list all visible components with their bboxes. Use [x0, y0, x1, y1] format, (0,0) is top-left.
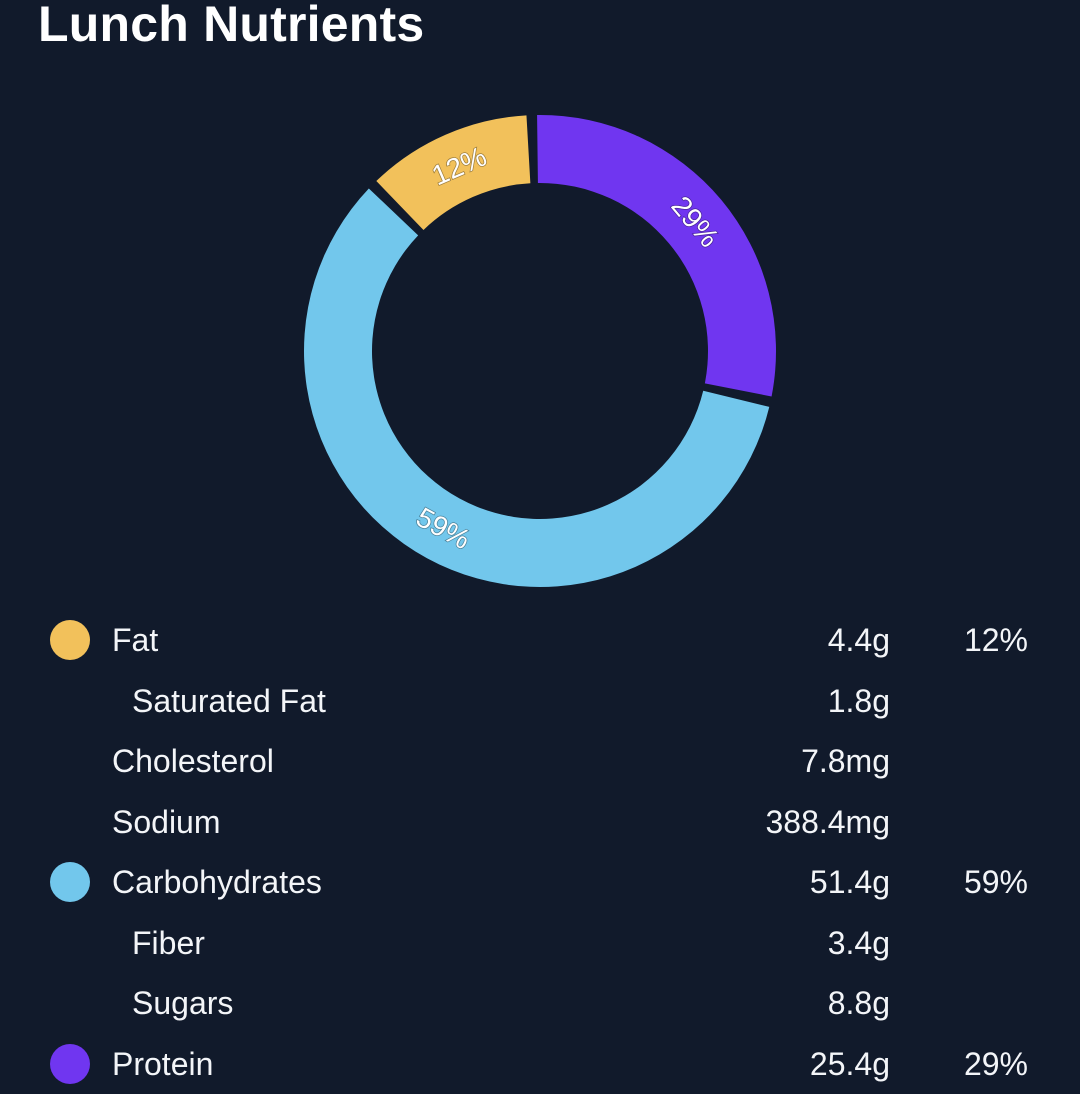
- nutrient-row-sodium: Sodium 388.4mg: [0, 792, 1080, 852]
- nutrient-name: Fat: [112, 622, 159, 658]
- donut-slice-carbohydrates: [303, 188, 770, 588]
- nutrient-amount: 51.4g: [809, 864, 890, 900]
- nutrient-amount: 4.4g: [827, 622, 890, 658]
- nutrient-row-fat: Fat 4.4g 12%: [0, 610, 1080, 670]
- fat-color-dot: [50, 620, 90, 660]
- protein-color-dot: [50, 1044, 90, 1084]
- nutrient-name: Sugars: [132, 985, 234, 1021]
- nutrient-amount: 25.4g: [809, 1046, 890, 1082]
- nutrient-name: Cholesterol: [112, 743, 274, 779]
- nutrient-amount: 1.8g: [827, 683, 890, 719]
- nutrient-row-fiber: Fiber 3.4g: [0, 913, 1080, 973]
- nutrient-amount: 7.8mg: [801, 743, 890, 779]
- donut-chart: 29%59%12%: [303, 115, 776, 588]
- nutrient-name: Carbohydrates: [112, 864, 322, 900]
- nutrient-name: Protein: [112, 1046, 214, 1082]
- nutrient-row-carbohydrates: Carbohydrates 51.4g 59%: [0, 852, 1080, 912]
- nutrient-amount: 3.4g: [827, 925, 890, 961]
- nutrient-amount: 388.4mg: [765, 804, 890, 840]
- nutrient-percent: 59%: [963, 864, 1028, 900]
- nutrient-percent: 12%: [963, 622, 1028, 658]
- page-title: Lunch Nutrients: [38, 0, 425, 52]
- nutrient-percent: 29%: [963, 1046, 1028, 1082]
- nutrient-name: Sodium: [112, 804, 221, 840]
- donut-slice-fat: [376, 115, 531, 230]
- nutrient-row-protein: Protein 25.4g 29%: [0, 1034, 1080, 1094]
- nutrient-name: Saturated Fat: [132, 683, 326, 719]
- nutrient-amount: 8.8g: [827, 985, 890, 1021]
- carbohydrates-color-dot: [50, 862, 90, 902]
- nutrient-row-saturated-fat: Saturated Fat 1.8g: [0, 671, 1080, 731]
- nutrient-row-cholesterol: Cholesterol 7.8mg: [0, 731, 1080, 791]
- donut-slice-protein: [537, 115, 776, 397]
- nutrient-row-sugars: Sugars 8.8g: [0, 973, 1080, 1033]
- nutrient-name: Fiber: [132, 925, 205, 961]
